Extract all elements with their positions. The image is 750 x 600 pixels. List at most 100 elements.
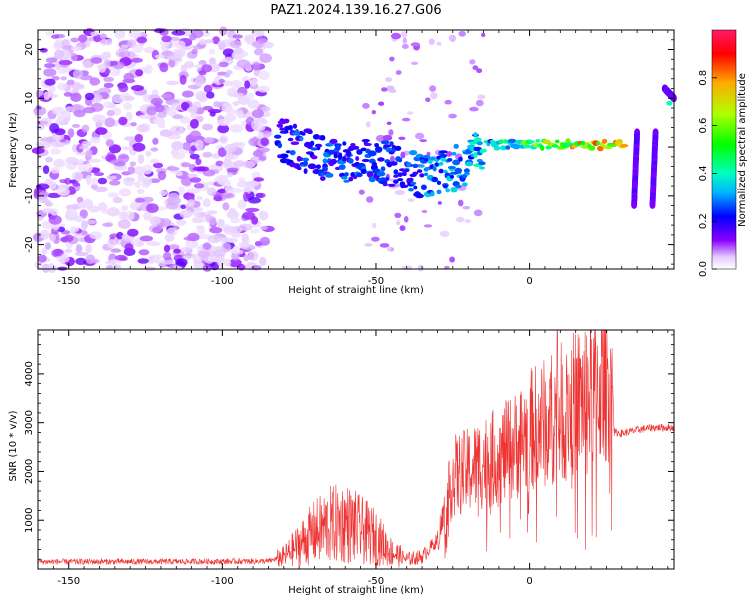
spectrogram-cell bbox=[571, 144, 578, 149]
spectrogram-cell bbox=[208, 216, 217, 226]
spectrogram-cell bbox=[325, 172, 334, 178]
spectrogram-cell bbox=[385, 77, 393, 83]
spectrogram-cell bbox=[67, 208, 78, 218]
spectrogram-cell bbox=[424, 172, 429, 176]
spectrogram-cell bbox=[34, 260, 44, 269]
spectrogram-cell bbox=[445, 188, 450, 193]
spectrogram-cell bbox=[54, 49, 65, 60]
spectrogram-cell bbox=[217, 39, 227, 50]
spectrogram-cell bbox=[137, 154, 145, 164]
spectrogram-cell bbox=[66, 79, 75, 86]
spectrogram-cell bbox=[398, 157, 403, 163]
spectrogram-cell bbox=[395, 70, 402, 75]
spectrogram-cell bbox=[258, 156, 267, 161]
spectrogram-cell bbox=[229, 124, 244, 133]
spectrogram-cell bbox=[259, 225, 268, 231]
spectrogram-cell bbox=[393, 169, 399, 175]
spectrogram-cell bbox=[473, 132, 478, 137]
spectrogram-cell bbox=[403, 216, 409, 223]
spectrogram-cell bbox=[580, 141, 586, 146]
spectrogram-cell bbox=[135, 69, 144, 77]
spectrogram-cell bbox=[358, 189, 365, 195]
spectrogram-cell bbox=[512, 143, 521, 150]
spectrogram-cell bbox=[146, 106, 158, 116]
spectrogram-cell bbox=[449, 174, 454, 179]
spectrogram-cell bbox=[143, 211, 152, 220]
spectrogram-cell bbox=[202, 198, 211, 208]
spectrogram-cell bbox=[44, 242, 52, 250]
spectrogram-cell bbox=[503, 139, 508, 144]
spectrogram-cell bbox=[106, 265, 113, 270]
spectrogram-cell bbox=[391, 32, 401, 40]
spectrogram-cell bbox=[361, 158, 370, 163]
snr-xtick-label: -150 bbox=[57, 576, 80, 587]
spectrogram-cell bbox=[455, 184, 462, 189]
spectrogram-cell bbox=[79, 145, 89, 150]
spectrogram-cell bbox=[161, 35, 172, 43]
spectrogram-cell bbox=[118, 83, 129, 93]
spectrogram-cell bbox=[134, 133, 143, 143]
spectrogram-cell bbox=[542, 139, 551, 145]
snr-xlabel: Height of straight line (km) bbox=[288, 585, 424, 596]
spectrogram-cell bbox=[106, 239, 116, 249]
spectrogram-cell bbox=[179, 209, 193, 219]
spectrogram-cell bbox=[173, 49, 185, 58]
spectrogram-cell bbox=[601, 138, 608, 144]
spectrogram-cell bbox=[368, 176, 376, 183]
spectrogram-cell bbox=[400, 31, 408, 38]
spectrogram-cell bbox=[173, 248, 181, 254]
spectrogram-cell bbox=[244, 80, 251, 89]
spectrogram-cell bbox=[310, 165, 318, 169]
spectrogram-cell bbox=[152, 137, 159, 145]
spectrogram-cell bbox=[61, 109, 72, 119]
spectrogram-cell bbox=[436, 180, 442, 185]
spectrogram-cell bbox=[97, 64, 107, 73]
spectrogram-cell bbox=[416, 169, 423, 173]
spectrogram-cell bbox=[186, 188, 201, 194]
spectrogram-cell bbox=[70, 92, 82, 103]
spectrogram-cell bbox=[436, 41, 442, 46]
spectrogram-cell bbox=[410, 42, 421, 47]
spectrogram-cell bbox=[216, 178, 227, 185]
spectrogram-cell bbox=[333, 152, 338, 159]
spectrogram-cell bbox=[91, 177, 98, 186]
spectrogram-cell bbox=[70, 53, 78, 62]
spectrogram-cell bbox=[93, 172, 104, 177]
spectrogram-cell bbox=[447, 158, 453, 162]
spectrogram-cell bbox=[51, 34, 60, 39]
spectrogram-cell bbox=[344, 172, 349, 177]
spectrogram-cell bbox=[115, 48, 128, 58]
spectrogram-cell bbox=[74, 172, 83, 182]
spectrogram-cell bbox=[101, 209, 116, 215]
spectrogram-cell bbox=[227, 88, 238, 93]
spectrogram-cell bbox=[231, 232, 242, 238]
spectrogram-cell bbox=[107, 192, 119, 198]
spectrogram-cell bbox=[406, 161, 412, 168]
spectrogram-cell bbox=[166, 227, 178, 237]
spectrogram-cell bbox=[192, 211, 200, 217]
spectrogram-cell bbox=[436, 189, 442, 195]
spectrogram-cell bbox=[374, 143, 379, 148]
spectrogram-cell bbox=[469, 106, 479, 112]
spectrogram-cell bbox=[468, 141, 478, 145]
spectrogram-cell bbox=[44, 78, 56, 86]
spectrogram-cell bbox=[400, 151, 406, 159]
spectrogram-ylabel: Frequency (Hz) bbox=[8, 112, 19, 188]
spectrogram-cell bbox=[100, 52, 110, 61]
spectrogram-cell bbox=[172, 114, 184, 120]
colorbar-frame bbox=[711, 29, 737, 270]
spectrogram-cell bbox=[425, 97, 431, 103]
spectrogram-cell bbox=[189, 118, 199, 129]
spectrogram-cell bbox=[507, 138, 517, 144]
spectrogram-cell bbox=[457, 199, 464, 207]
spectrogram-cell bbox=[259, 256, 267, 266]
spectrogram-cell bbox=[261, 106, 271, 112]
spectrogram-cell bbox=[81, 220, 88, 231]
spectrogram-frame bbox=[37, 29, 675, 270]
spectrogram-cell bbox=[158, 218, 172, 227]
spectrogram-cell bbox=[193, 183, 205, 189]
spectrogram-cell bbox=[224, 237, 238, 243]
spectrogram-cell bbox=[545, 145, 552, 150]
spectrogram-cell bbox=[114, 29, 126, 39]
spectrogram-ytick-label: 20 bbox=[24, 43, 35, 56]
